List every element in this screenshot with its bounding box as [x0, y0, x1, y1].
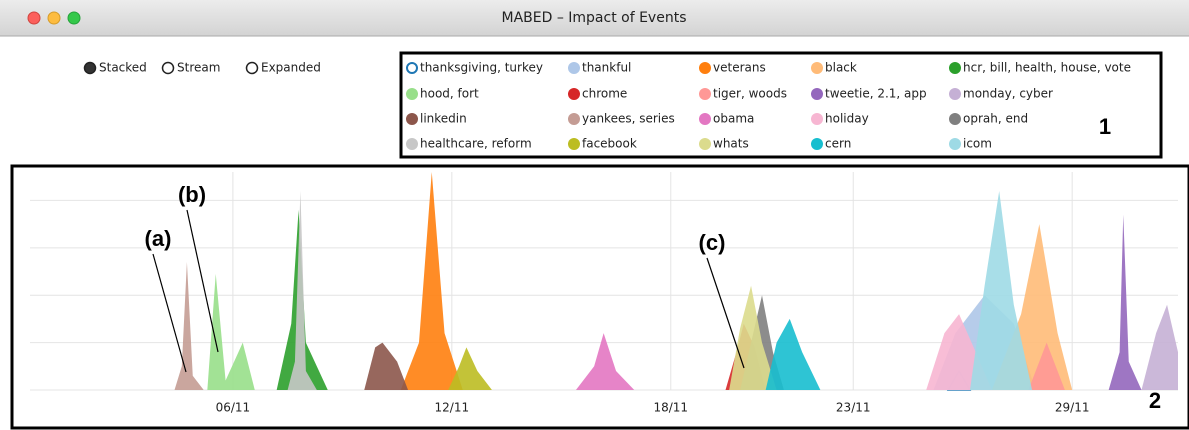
x-tick-label: 18/11 [653, 401, 688, 415]
legend-label[interactable]: tiger, woods [713, 87, 787, 101]
leader-line [706, 257, 745, 369]
event-area [729, 285, 777, 390]
legend-label[interactable]: facebook [582, 137, 637, 151]
legend-label[interactable]: black [825, 61, 857, 75]
event-area [364, 342, 409, 390]
event-area [448, 347, 492, 390]
x-tick-label: 06/11 [216, 401, 251, 415]
annotation: 2 [1149, 388, 1161, 413]
legend-swatch[interactable] [568, 88, 580, 100]
legend-swatch[interactable] [949, 62, 961, 74]
legend-swatch[interactable] [406, 88, 418, 100]
legend-label[interactable]: obama [713, 112, 754, 126]
annotation: (c) [699, 230, 726, 255]
event-area [207, 273, 255, 390]
x-tick-label: 29/11 [1055, 401, 1090, 415]
legend-swatch[interactable] [406, 113, 418, 125]
legend-swatch[interactable] [699, 138, 711, 150]
mode-label[interactable]: Stacked [99, 61, 147, 75]
event-area [765, 318, 821, 390]
legend-label[interactable]: icom [963, 137, 992, 151]
close-button[interactable] [27, 11, 41, 25]
x-tick-label: 23/11 [836, 401, 871, 415]
legend-box [399, 51, 1163, 159]
legend-swatch[interactable] [406, 62, 418, 74]
legend-label[interactable]: whats [713, 137, 749, 151]
legend-swatch[interactable] [811, 88, 823, 100]
event-area [287, 190, 317, 390]
window-title: MABED – Impact of Events [501, 10, 686, 26]
legend-swatch[interactable] [699, 113, 711, 125]
legend-label[interactable]: veterans [713, 61, 766, 75]
legend-swatch[interactable] [568, 62, 580, 74]
mode-label[interactable]: Expanded [261, 61, 321, 75]
event-area [1108, 214, 1142, 390]
mode-label[interactable]: Stream [177, 61, 220, 75]
event-area [400, 172, 463, 390]
legend-label[interactable]: thankful [582, 61, 631, 75]
annotation: 1 [1099, 114, 1111, 139]
legend-swatch[interactable] [949, 88, 961, 100]
legend-label[interactable]: monday, cyber [963, 87, 1053, 101]
legend-swatch[interactable] [811, 62, 823, 74]
event-area [1028, 342, 1065, 390]
legend-label[interactable]: tweetie, 2.1, app [825, 87, 927, 101]
legend-swatch[interactable] [699, 88, 711, 100]
legend-label[interactable]: hood, fort [420, 87, 479, 101]
x-tick-label: 12/11 [435, 401, 470, 415]
legend-swatch[interactable] [811, 113, 823, 125]
event-area [970, 190, 1033, 390]
legend-label[interactable]: holiday [825, 112, 869, 126]
zoom-button[interactable] [67, 11, 81, 25]
legend-label[interactable]: cern [825, 137, 851, 151]
chart-box [10, 164, 1189, 430]
legend-swatch[interactable] [949, 113, 961, 125]
leader-line [186, 209, 219, 353]
legend-swatch[interactable] [811, 138, 823, 150]
legend-label[interactable]: healthcare, reform [420, 137, 532, 151]
title-bar [0, 0, 1189, 36]
legend-swatch[interactable] [406, 138, 418, 150]
leader-line [152, 253, 187, 373]
legend-label[interactable]: hcr, bill, health, house, vote [963, 61, 1131, 75]
annotation: (b) [178, 182, 206, 207]
legend-label[interactable]: chrome [582, 87, 627, 101]
minimize-button[interactable] [47, 11, 61, 25]
legend-swatch[interactable] [568, 113, 580, 125]
legend-label[interactable]: yankees, series [582, 112, 675, 126]
legend-label[interactable]: linkedin [420, 112, 467, 126]
mode-radio[interactable] [245, 61, 259, 75]
event-area [174, 262, 204, 390]
legend-label[interactable]: thanksgiving, turkey [420, 61, 543, 75]
mode-radio[interactable] [83, 61, 97, 75]
legend-swatch[interactable] [568, 138, 580, 150]
legend-swatch[interactable] [949, 138, 961, 150]
event-area [1141, 304, 1178, 390]
event-area [575, 333, 635, 390]
mode-radio[interactable] [161, 61, 175, 75]
legend-swatch[interactable] [699, 62, 711, 74]
annotation: (a) [145, 226, 172, 251]
legend-label[interactable]: oprah, end [963, 112, 1028, 126]
